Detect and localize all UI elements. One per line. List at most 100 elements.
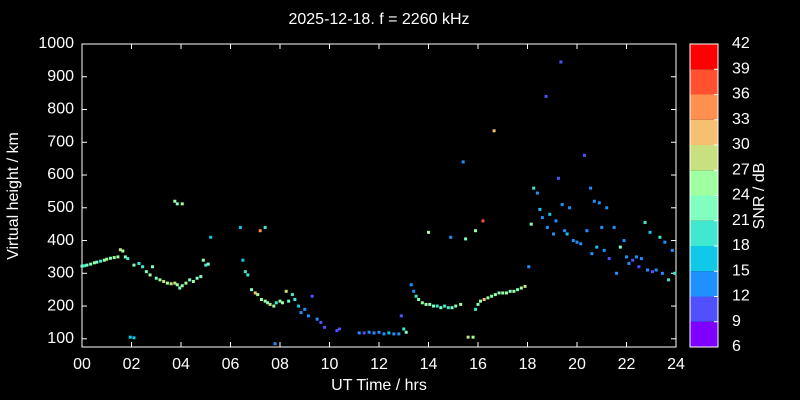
point xyxy=(173,199,177,203)
point xyxy=(481,219,485,223)
point xyxy=(195,276,199,280)
point xyxy=(625,255,628,259)
point xyxy=(180,202,184,206)
point xyxy=(335,329,339,333)
point xyxy=(128,335,132,339)
x-tick-label: 20 xyxy=(568,356,586,373)
point xyxy=(523,284,527,288)
point xyxy=(670,248,674,252)
point xyxy=(162,279,166,283)
point xyxy=(412,289,416,293)
point xyxy=(126,257,130,261)
point xyxy=(602,248,606,252)
colorbar-tick-label: 42 xyxy=(732,35,750,52)
colorbar-bin xyxy=(690,271,718,297)
point xyxy=(622,239,626,243)
point xyxy=(256,293,260,297)
point xyxy=(92,261,96,265)
point xyxy=(158,278,162,282)
point xyxy=(116,255,120,259)
point xyxy=(273,342,277,346)
point xyxy=(238,225,242,229)
point xyxy=(372,331,376,335)
point xyxy=(382,332,386,336)
point xyxy=(582,153,586,157)
colorbar-bin xyxy=(690,170,718,196)
point xyxy=(551,232,555,236)
point xyxy=(89,262,93,266)
point xyxy=(399,314,403,318)
x-tick-label: 12 xyxy=(370,356,388,373)
point xyxy=(431,304,435,308)
point xyxy=(293,298,297,302)
point xyxy=(427,230,430,234)
point xyxy=(132,263,136,267)
point xyxy=(102,258,106,262)
point xyxy=(450,306,454,310)
colorbar-tick-label: 30 xyxy=(732,136,750,153)
y-tick-label: 100 xyxy=(47,330,74,347)
point xyxy=(563,229,567,233)
point xyxy=(627,261,631,265)
point xyxy=(169,282,173,286)
x-axis-label: UT Time / hrs xyxy=(331,377,427,394)
point xyxy=(529,222,533,226)
colorbar-bin xyxy=(690,220,718,246)
point xyxy=(648,230,652,234)
point xyxy=(178,286,182,290)
point xyxy=(492,129,496,133)
point xyxy=(367,330,371,334)
colorbar-tick-label: 33 xyxy=(732,111,750,128)
point xyxy=(428,302,432,306)
point xyxy=(175,202,179,206)
colorbar-bin xyxy=(690,145,718,171)
point xyxy=(123,255,127,259)
point xyxy=(592,199,596,203)
point xyxy=(201,258,205,262)
point xyxy=(250,288,254,292)
point xyxy=(259,298,263,302)
point xyxy=(565,232,569,236)
point xyxy=(607,257,611,261)
x-tick-label: 14 xyxy=(420,356,438,373)
point xyxy=(634,255,638,259)
point xyxy=(482,298,486,302)
y-tick-label: 300 xyxy=(47,265,74,282)
point xyxy=(246,273,250,277)
point xyxy=(449,235,453,239)
colorbar-tick-label: 18 xyxy=(732,237,750,254)
point xyxy=(544,94,548,98)
point xyxy=(108,256,112,260)
colorbar-bin xyxy=(690,94,718,120)
point xyxy=(516,288,520,292)
point xyxy=(95,260,99,264)
colorbar-tick-label: 15 xyxy=(732,262,750,279)
point xyxy=(148,273,152,277)
colorbar-bin xyxy=(690,119,718,145)
colorbar-tick-label: 9 xyxy=(732,313,741,330)
point xyxy=(417,298,421,302)
point xyxy=(278,299,282,303)
point xyxy=(575,240,579,244)
point xyxy=(118,248,122,252)
point xyxy=(191,279,195,283)
point xyxy=(204,263,208,267)
point xyxy=(667,278,671,282)
point xyxy=(409,283,413,287)
point xyxy=(315,317,319,321)
point xyxy=(287,299,291,303)
point xyxy=(605,206,609,210)
point xyxy=(654,268,658,272)
point xyxy=(144,270,148,274)
point xyxy=(464,237,468,241)
colorbar-tick-label: 36 xyxy=(732,86,750,103)
point xyxy=(618,245,622,249)
point xyxy=(357,331,361,335)
point xyxy=(306,314,310,318)
point xyxy=(501,291,505,295)
x-tick-label: 16 xyxy=(469,356,487,373)
y-tick-label: 700 xyxy=(47,133,74,150)
point xyxy=(571,239,575,243)
x-tick-label: 02 xyxy=(123,356,141,373)
